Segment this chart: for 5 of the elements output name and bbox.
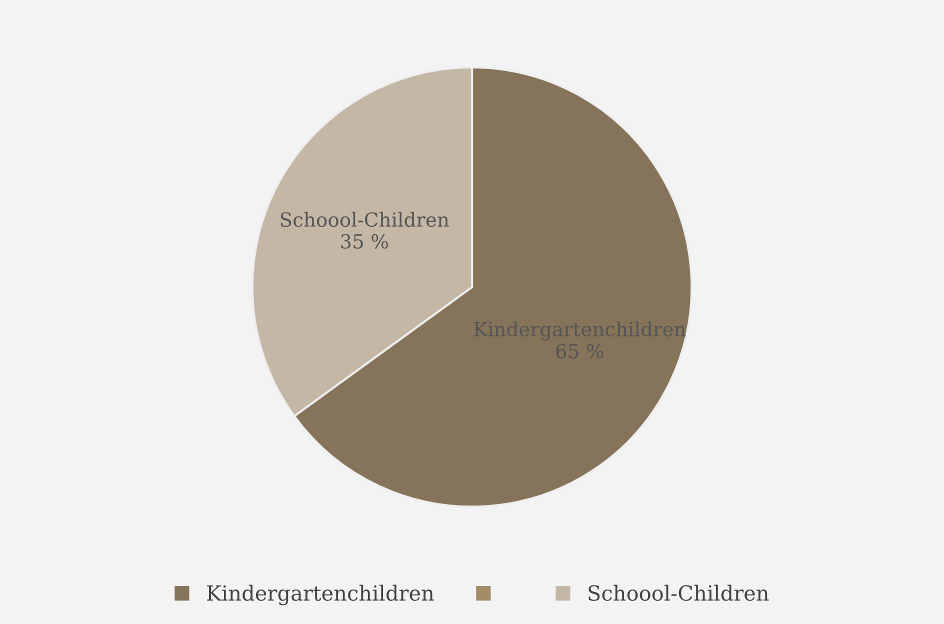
legend-label: Kindergartenchildren — [207, 584, 434, 606]
slice-label: Kindergartenchildren — [474, 321, 686, 341]
data-label: 35 % — [341, 234, 388, 249]
legend-label: Schoool-Children — [588, 584, 769, 601]
slice-label: Schoool-Children — [280, 212, 449, 227]
